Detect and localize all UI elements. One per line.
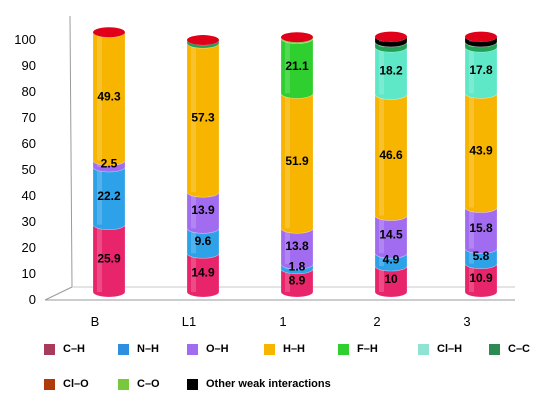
bar-top-cap (187, 35, 219, 46)
y-tick-label: 50 (22, 162, 36, 177)
bar-segment-highlight (285, 268, 290, 292)
data-label-c-h: 14.9 (191, 266, 215, 280)
bar-segment-highlight (285, 38, 290, 94)
y-tick-label: 30 (22, 214, 36, 229)
x-tick-label: 1 (279, 314, 286, 329)
data-label-h-h: 57.3 (191, 111, 215, 125)
data-label-n-h: 22.2 (97, 189, 121, 203)
y-tick-label: 100 (14, 32, 36, 47)
bar-segment-highlight (191, 43, 196, 193)
x-tick-label: 3 (463, 314, 470, 329)
bar-segment-highlight (97, 224, 102, 292)
bar-2: 10 4.9 14.5 46.6 18.2 (374, 31, 408, 298)
data-label-o-h: 2.5 (101, 157, 118, 171)
data-label-c-h: 8.9 (289, 273, 306, 287)
x-tick-label: 2 (373, 314, 380, 329)
y-tick-label: 70 (22, 110, 36, 125)
data-label-c-h: 25.9 (97, 251, 121, 265)
data-label-o-h: 15.8 (469, 221, 493, 235)
data-label-n-h: 1.8 (289, 260, 306, 274)
bar-segment-highlight (379, 215, 384, 254)
x-axis: B L1 1 2 3 (91, 314, 471, 329)
data-label-o-h: 13.9 (191, 203, 215, 217)
bar-segment-highlight (469, 93, 474, 208)
bars-group: 25.9 22.2 2.5 49.3 14.9 9.6 13.9 57.3 8.91.8 13.8… (92, 27, 498, 298)
bar-segment-highlight (469, 207, 474, 249)
bar-segment-highlight (379, 253, 384, 266)
data-label-h-h: 43.9 (469, 143, 493, 157)
bar-top-cap (465, 31, 497, 42)
data-label-cl-h: 17.8 (469, 63, 493, 77)
y-tick-label: 60 (22, 136, 36, 151)
data-label-n-h: 9.6 (195, 234, 212, 248)
data-label-h-h: 46.6 (379, 148, 403, 162)
bar-top-cap (93, 27, 125, 38)
data-label-c-h: 10 (384, 272, 398, 286)
bar-segment-highlight (379, 266, 384, 292)
bar-l1: 14.9 9.6 13.9 57.3 (186, 35, 220, 298)
data-label-n-h: 4.9 (383, 253, 400, 267)
y-tick-label: 40 (22, 188, 36, 203)
y-tick-label: 20 (22, 240, 36, 255)
axis-line (44, 15, 73, 301)
data-label-cl-h: 18.2 (379, 64, 403, 78)
bar-segment-highlight (285, 228, 290, 265)
x-tick-label: B (91, 314, 100, 329)
bar-b: 25.9 22.2 2.5 49.3 (92, 27, 126, 298)
bar-segment-highlight (469, 248, 474, 264)
bar-segment-highlight (191, 228, 196, 254)
bar-segment-highlight (97, 166, 102, 225)
y-axis: 0 10 20 30 40 50 60 70 80 90 100 (14, 32, 36, 307)
data-label-h-h: 49.3 (97, 89, 121, 103)
bar-segment-highlight (379, 94, 384, 216)
bar-segment-highlight (379, 47, 384, 95)
data-label-c-h: 10.9 (469, 271, 493, 285)
bar-top-cap (375, 31, 407, 42)
data-label-f-h: 21.1 (285, 59, 309, 73)
bar-3: 10.9 5.8 15.8 43.9 17.8 (464, 31, 498, 298)
bar-segment-highlight (469, 263, 474, 292)
bar-segment-highlight (285, 93, 290, 229)
y-tick-label: 10 (22, 266, 36, 281)
data-label-o-h: 14.5 (379, 227, 403, 241)
y-tick-label: 80 (22, 84, 36, 99)
bar-1: 8.91.8 13.8 51.9 21.1 (280, 32, 314, 298)
bar-top-cap (281, 32, 313, 43)
x-tick-label: L1 (182, 314, 196, 329)
bar-segment-highlight (97, 32, 102, 161)
y-tick-label: 90 (22, 58, 36, 73)
data-label-o-h: 13.8 (285, 239, 309, 253)
bar-segment-highlight (191, 253, 196, 292)
bar-segment-highlight (469, 47, 474, 94)
data-label-h-h: 51.9 (285, 154, 309, 168)
data-label-n-h: 5.8 (473, 249, 490, 263)
y-tick-label: 0 (29, 292, 36, 307)
bar-segment-highlight (191, 192, 196, 229)
